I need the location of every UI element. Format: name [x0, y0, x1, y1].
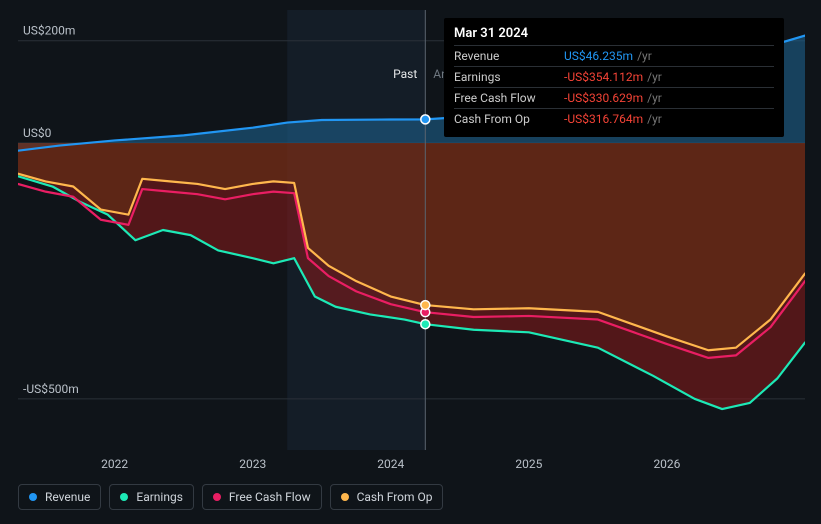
marker-earnings	[421, 320, 430, 329]
tooltip-unit: /yr	[647, 91, 662, 105]
marker-revenue	[421, 115, 430, 124]
legend-item[interactable]: Earnings	[109, 484, 194, 510]
tooltip-label: Free Cash Flow	[454, 91, 564, 105]
legend-item[interactable]: Cash From Op	[330, 484, 444, 510]
legend-swatch	[120, 493, 128, 501]
tooltip-value: -US$316.764m	[564, 112, 643, 126]
legend-label: Cash From Op	[357, 490, 433, 504]
legend-label: Earnings	[136, 490, 183, 504]
y-axis-label: US$0	[23, 126, 52, 140]
tooltip-value: -US$330.629m	[564, 91, 643, 105]
legend-swatch	[213, 493, 221, 501]
tooltip-row: RevenueUS$46.235m/yr	[454, 45, 774, 66]
tooltip-value: -US$354.112m	[564, 70, 643, 84]
x-axis-label: 2026	[653, 457, 680, 470]
tooltip-label: Cash From Op	[454, 112, 564, 126]
tooltip: Mar 31 2024 RevenueUS$46.235m/yrEarnings…	[444, 18, 784, 137]
marker-cash_from_op	[421, 301, 430, 310]
tooltip-row: Cash From Op-US$316.764m/yr	[454, 108, 774, 129]
legend-label: Revenue	[45, 490, 90, 504]
tooltip-unit: /yr	[647, 112, 662, 126]
tooltip-row: Earnings-US$354.112m/yr	[454, 66, 774, 87]
tooltip-label: Revenue	[454, 49, 564, 63]
legend-swatch	[341, 493, 349, 501]
x-axis-label: 2024	[377, 457, 404, 470]
legend: Revenue Earnings Free Cash Flow Cash From O…	[18, 484, 443, 510]
y-axis-label: -US$500m	[23, 382, 79, 396]
tooltip-label: Earnings	[454, 70, 564, 84]
tooltip-value: US$46.235m	[564, 49, 633, 63]
legend-item[interactable]: Free Cash Flow	[202, 484, 322, 510]
tooltip-row: Free Cash Flow-US$330.629m/yr	[454, 87, 774, 108]
legend-swatch	[29, 493, 37, 501]
legend-item[interactable]: Revenue	[18, 484, 101, 510]
x-axis-label: 2022	[101, 457, 128, 470]
y-axis-label: US$200m	[23, 24, 75, 38]
tooltip-title: Mar 31 2024	[454, 26, 774, 45]
x-axis-label: 2025	[515, 457, 542, 470]
tooltip-unit: /yr	[637, 49, 652, 63]
past-label: Past	[393, 67, 417, 81]
x-axis-label: 2023	[239, 457, 266, 470]
tooltip-unit: /yr	[647, 70, 662, 84]
legend-label: Free Cash Flow	[229, 490, 311, 504]
